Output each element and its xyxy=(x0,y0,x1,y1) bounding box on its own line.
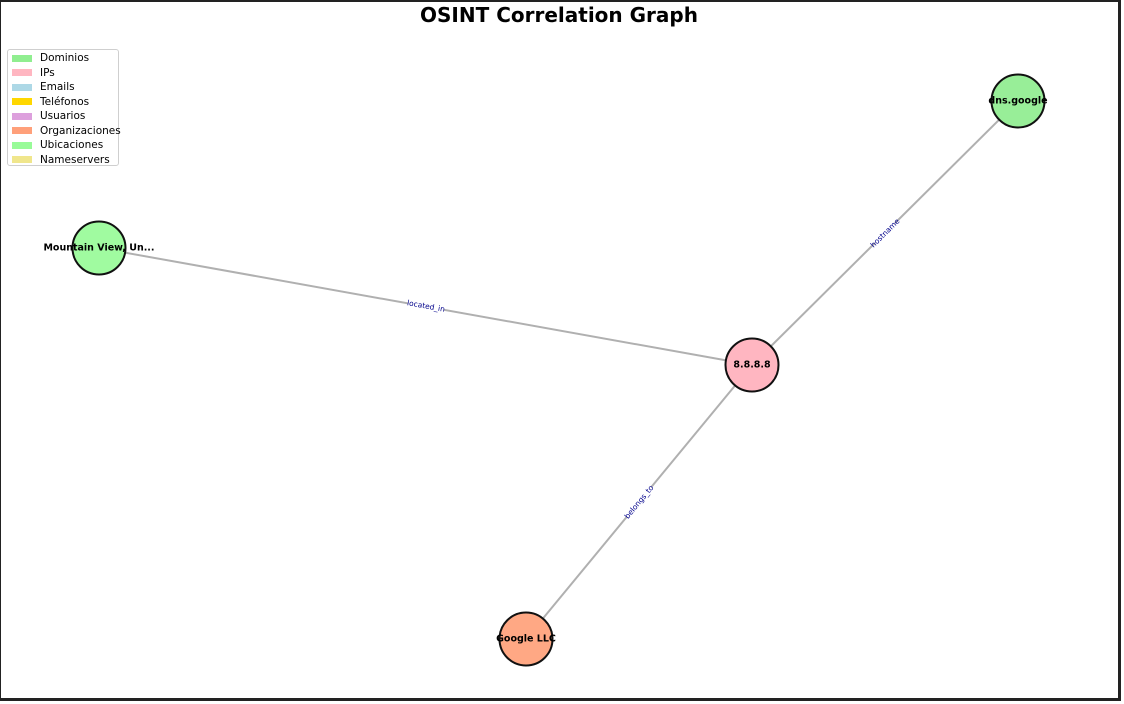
legend-swatch-usuarios xyxy=(12,112,32,120)
legend-item-emails: Emails xyxy=(12,80,75,94)
legend-swatch-dominios xyxy=(12,54,32,62)
legend-swatch-ips xyxy=(12,69,32,76)
legend-label-dominios: Dominios xyxy=(40,52,90,64)
graph-title: OSINT Correlation Graph xyxy=(420,3,698,27)
legend-item-ubicaciones: Ubicaciones xyxy=(12,138,103,152)
legend-swatch-nameservers xyxy=(12,156,32,163)
legend-label-emails: Emails xyxy=(40,81,75,93)
legend-swatch-organizaciones xyxy=(12,127,32,134)
legend-swatch-emails xyxy=(12,83,32,91)
node-google-llc[interactable] xyxy=(498,611,554,667)
edge-label-hostname: hostname xyxy=(869,216,902,249)
edge-label-belongs-to-group: belongs_to xyxy=(623,483,656,520)
legend-item-nameservers: Nameservers xyxy=(12,153,110,167)
node-label-google-llc: Google LLC xyxy=(496,634,556,645)
legend-label-usuarios: Usuarios xyxy=(40,110,86,122)
legend: Dominios IPs Emails Teléfonos Usuarios O… xyxy=(7,49,121,167)
legend-item-ips: IPs xyxy=(12,66,55,80)
node-label-dns-google: dns.google xyxy=(988,96,1047,107)
legend-label-ips: IPs xyxy=(40,66,55,79)
legend-swatch-ubicaciones xyxy=(12,141,32,149)
node-label-mountain-view: Mountain View, Un... xyxy=(43,243,154,254)
legend-label-nameservers: Nameservers xyxy=(40,153,110,166)
edge-label-belongs-to: belongs_to xyxy=(623,483,656,520)
legend-label-organizaciones: Organizaciones xyxy=(40,124,121,137)
node-label-8-8-8-8: 8.8.8.8 xyxy=(733,360,771,371)
legend-item-usuarios: Usuarios xyxy=(12,109,85,123)
node-mountain-view[interactable] xyxy=(71,220,127,276)
edge-label-hostname-group: hostname xyxy=(869,216,902,249)
node-8-8-8-8[interactable] xyxy=(724,337,780,393)
legend-label-ubicaciones: Ubicaciones xyxy=(40,139,104,151)
legend-item-organizaciones: Organizaciones xyxy=(12,124,121,138)
legend-item-dominios: Dominios xyxy=(12,51,89,65)
legend-label-telefonos: Teléfonos xyxy=(40,95,90,108)
edge-label-located-in-group: located_in xyxy=(406,297,446,315)
node-dns-google[interactable] xyxy=(990,73,1046,129)
edge-label-located-in: located_in xyxy=(406,298,446,314)
legend-item-telefonos: Teléfonos xyxy=(12,95,89,109)
legend-swatch-telefonos xyxy=(12,98,32,105)
